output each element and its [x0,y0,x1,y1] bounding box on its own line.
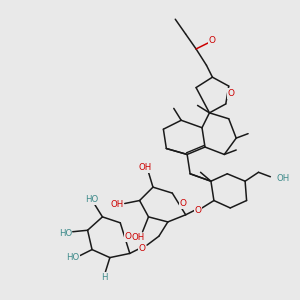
Text: O: O [209,36,216,45]
Text: O: O [179,199,186,208]
Text: OH: OH [111,200,124,209]
Text: OH: OH [276,174,290,183]
Text: HO: HO [59,229,72,238]
Text: HO: HO [85,195,99,204]
Text: H: H [101,273,107,282]
Text: O: O [138,244,145,253]
Text: OH: OH [139,163,152,172]
Text: HO: HO [66,254,79,262]
Text: O: O [124,232,131,241]
Text: OH: OH [131,233,145,242]
Text: O: O [227,89,234,98]
Text: O: O [194,206,201,214]
